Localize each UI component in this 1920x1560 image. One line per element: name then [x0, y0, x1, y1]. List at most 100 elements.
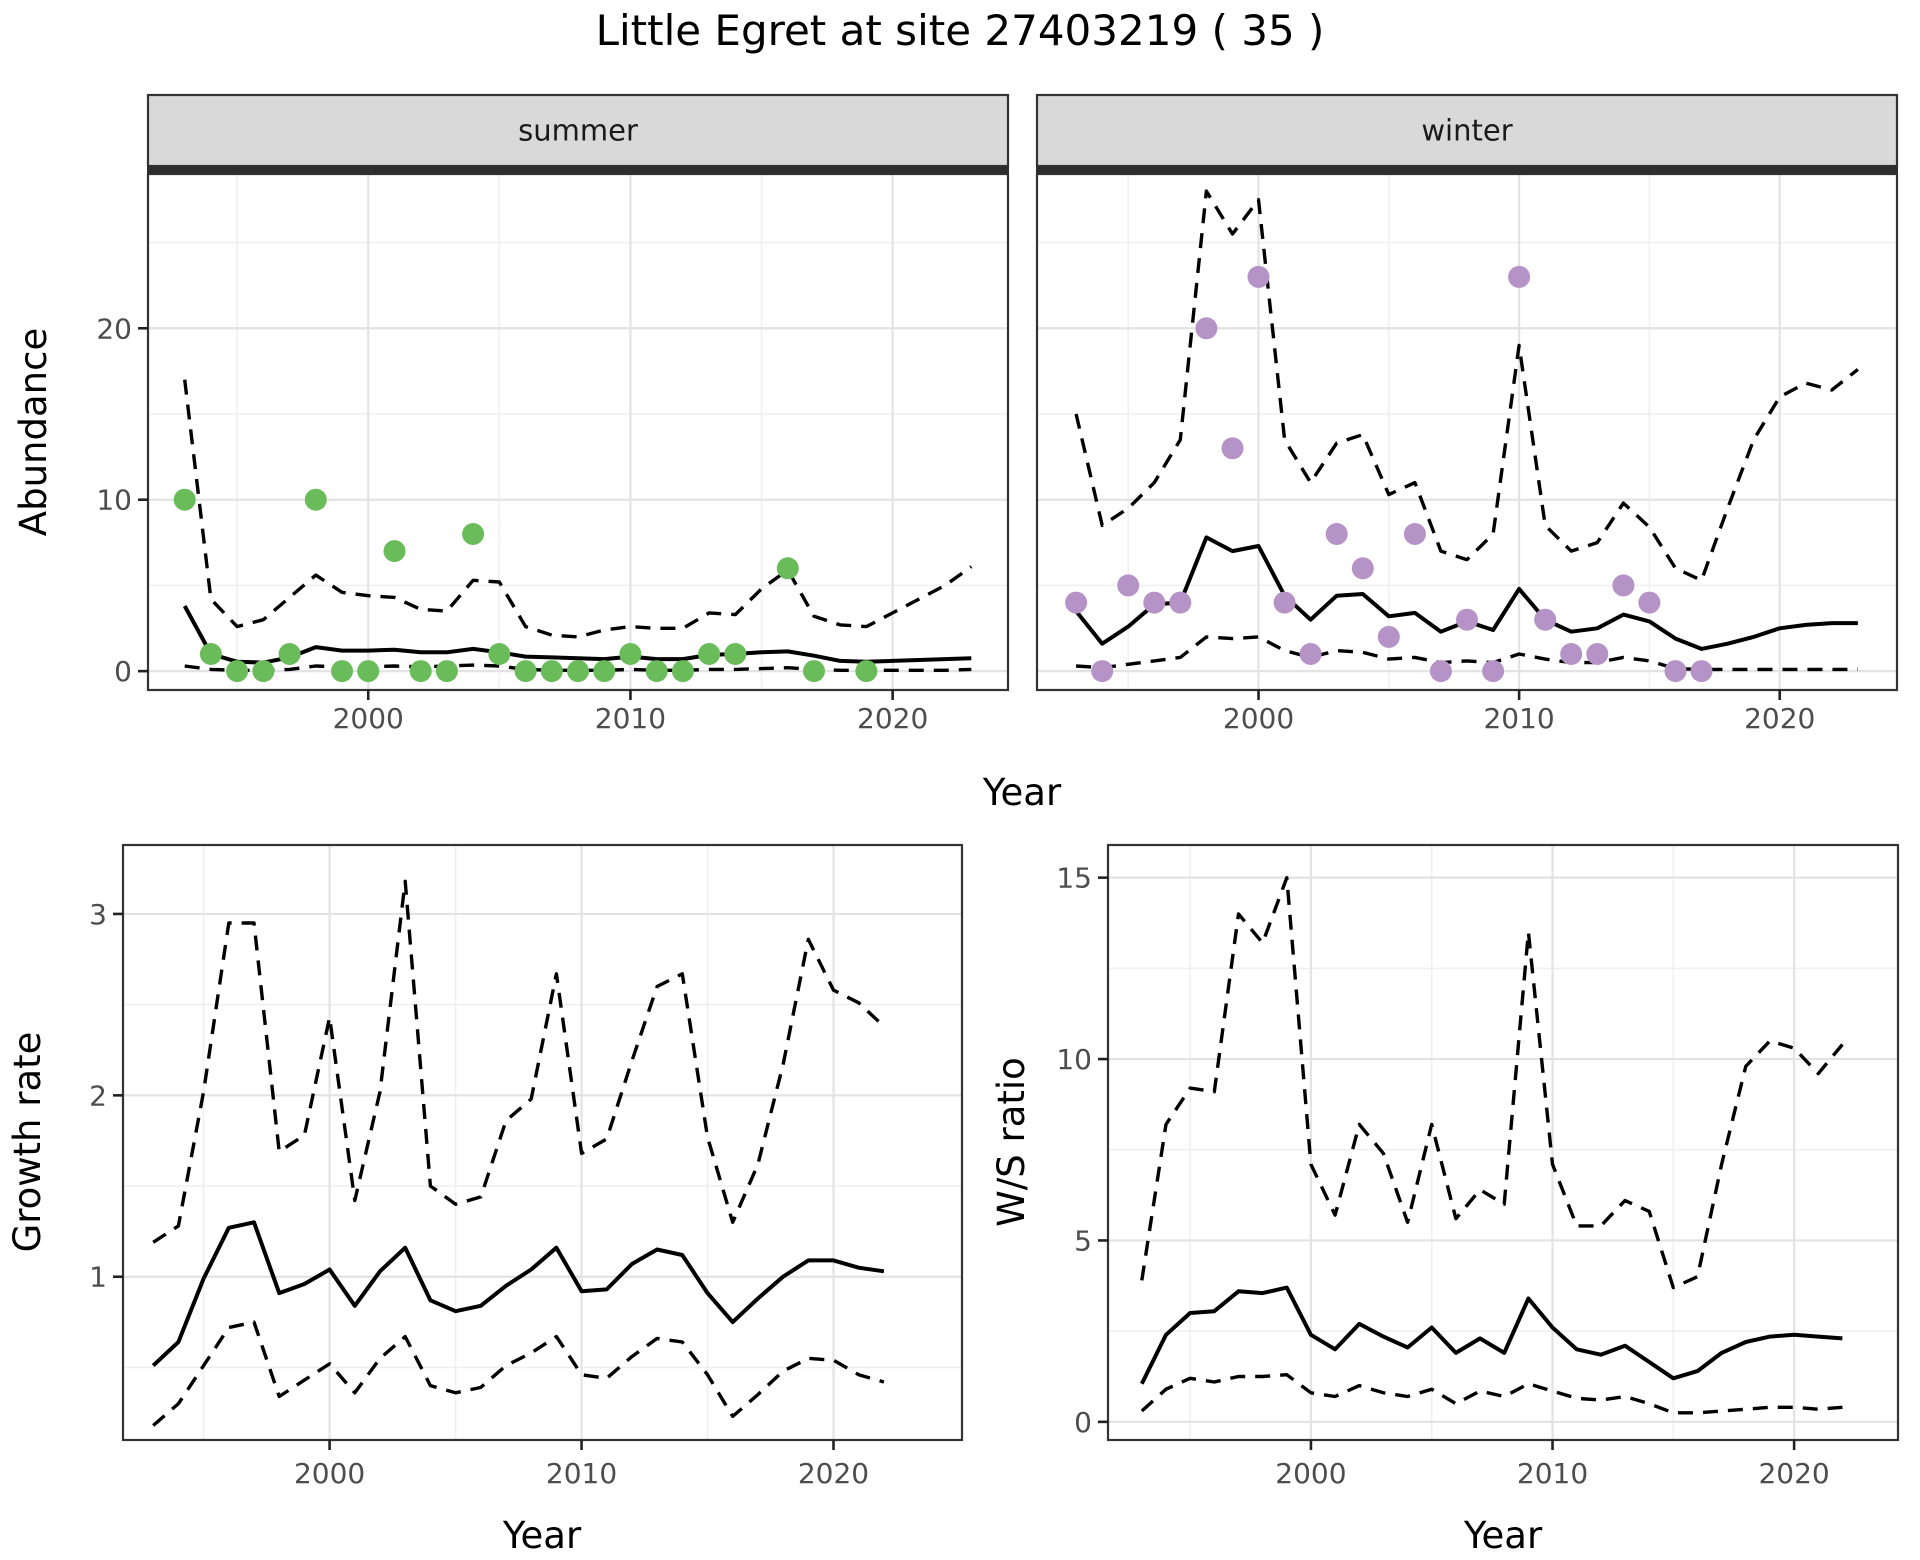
ws_ratio-upper_95ci-line [1140, 876, 1844, 1290]
ws_ratio-median-line [1140, 1285, 1843, 1385]
panel-abundance_winter: 2000 2010 2020 winter [1035, 93, 1899, 735]
panel-abundance_summer: 2000 2010 2020 0 10 20 summer [96, 93, 1010, 735]
abundance_winter-upper_95ci-line [1074, 189, 1859, 582]
abundance_summer-observed-point [304, 488, 327, 511]
abundance_winter-observed-point [1508, 265, 1531, 288]
ws_ratio-y-tick-label: 5 [1074, 1224, 1092, 1257]
abundance_winter-observed-point [1091, 660, 1114, 683]
abundance_summer-observed-point [803, 660, 825, 683]
abundance_summer-observed-point [698, 643, 721, 665]
abundance_winter-observed-point [1221, 437, 1244, 460]
ws_ratio-y-tick-label: 10 [1056, 1043, 1092, 1076]
abundance_summer-x-tick-label: 2010 [595, 702, 666, 735]
abundance_summer-observed-point [855, 660, 878, 683]
ws_ratio-x-tick-label: 2020 [1758, 1457, 1829, 1490]
abundance_winter-observed-point [1351, 557, 1374, 580]
abundance_winter-x-tick-label: 2010 [1483, 702, 1554, 735]
abundance_summer-observed-point [331, 660, 353, 683]
ws_ratio-x-tick-label: 2010 [1517, 1457, 1588, 1490]
abundance_summer-observed-point [409, 660, 432, 683]
abundance_winter-observed-point [1377, 625, 1400, 648]
growth_rate-lower_95ci-line [152, 1320, 885, 1427]
abundance_winter-lower_95ci-line [1075, 635, 1858, 672]
growth_rate-x-tick-label: 2000 [294, 1457, 365, 1490]
abundance_summer-observed-point [776, 557, 799, 580]
abundance_summer-observed-point [593, 660, 616, 683]
abundance_winter-observed-point [1612, 574, 1635, 597]
ws_ratio-y-tick-label: 15 [1056, 862, 1092, 895]
abundance_summer-observed-point [173, 488, 196, 511]
ws_ratio-x-tick-label: 2000 [1275, 1457, 1346, 1490]
growth_rate-y-tick-label: 2 [89, 1079, 107, 1112]
abundance_summer-observed-point [488, 643, 511, 665]
abundance_winter-observed-point [1638, 591, 1661, 614]
abundance_winter-observed-point [1664, 660, 1687, 683]
abundance_winter-observed-point [1482, 660, 1505, 683]
y-axis-title-abundance: Abundance [12, 328, 55, 536]
abundance_winter-x-tick-label: 2020 [1744, 702, 1815, 735]
abundance_summer-observed-point [252, 660, 275, 683]
facet-strip-label-winter: winter [1421, 114, 1512, 148]
abundance_summer-observed-point [645, 660, 668, 683]
abundance_summer-x-tick-label: 2000 [333, 702, 404, 735]
x-axis-title-year-growth: Year [502, 1514, 582, 1557]
abundance_summer-y-tick-label: 20 [96, 312, 132, 345]
abundance_winter-observed-point [1117, 574, 1140, 597]
abundance_summer-observed-point [226, 660, 249, 683]
abundance_summer-observed-point [462, 523, 485, 545]
abundance_summer-x-tick-label: 2020 [857, 702, 928, 735]
abundance_summer-observed-point [383, 540, 406, 563]
y-axis-title-ws-ratio: W/S ratio [990, 1057, 1033, 1227]
abundance_summer-observed-point [724, 643, 747, 665]
growth_rate-y-tick-label: 3 [89, 898, 107, 931]
panel-ws_ratio: 2000 2010 2020 0 5 10 15 [1056, 843, 1900, 1490]
abundance_winter-observed-point [1429, 660, 1452, 683]
abundance_summer-median-line [182, 605, 972, 665]
abundance_winter-observed-point [1534, 608, 1557, 631]
abundance_summer-y-tick-label: 10 [96, 484, 132, 517]
abundance_winter-observed-point [1456, 608, 1478, 631]
abundance_winter-observed-point [1299, 643, 1322, 665]
abundance_summer-observed-point [671, 660, 694, 683]
abundance_summer-upper_95ci-line [183, 379, 973, 639]
panel-growth_rate: 2000 2010 2020 1 2 3 [89, 843, 964, 1490]
abundance_summer-observed-point [435, 660, 458, 683]
abundance_winter-observed-point [1195, 317, 1218, 340]
abundance_summer-observed-point [540, 660, 563, 683]
abundance_winter-observed-point [1560, 643, 1583, 665]
ws_ratio-lower_95ci-line [1140, 1373, 1843, 1415]
y-axis-title-growth-rate: Growth rate [6, 1032, 49, 1253]
abundance_winter-observed-point [1403, 523, 1426, 545]
abundance_summer-observed-point [357, 660, 380, 683]
abundance_winter-observed-point [1690, 660, 1713, 683]
growth_rate-x-tick-label: 2020 [798, 1457, 869, 1490]
growth_rate-upper_95ci-line [152, 879, 886, 1244]
growth_rate-median-line [151, 1220, 885, 1368]
growth_rate-x-tick-label: 2010 [546, 1457, 617, 1490]
x-axis-title-year-ws: Year [1463, 1514, 1543, 1557]
abundance_summer-observed-point [278, 643, 301, 665]
abundance_summer-y-tick-label: 0 [114, 655, 132, 688]
growth_rate-y-tick-label: 1 [89, 1261, 107, 1294]
abundance_winter-observed-point [1143, 591, 1166, 614]
x-axis-title-year-top: Year [982, 771, 1062, 814]
abundance_winter-observed-point [1273, 591, 1296, 614]
ws_ratio-y-tick-label: 0 [1074, 1406, 1092, 1439]
abundance_summer-observed-point [567, 660, 589, 683]
abundance_winter-observed-point [1247, 265, 1270, 288]
abundance_winter-observed-point [1169, 591, 1192, 614]
facet-strip-winter [1035, 93, 1899, 168]
abundance_winter-x-tick-label: 2000 [1223, 702, 1294, 735]
abundance_winter-observed-point [1586, 643, 1609, 665]
abundance_summer-observed-point [199, 643, 222, 665]
abundance_summer-observed-point [514, 660, 537, 683]
facet-strip-label-summer: summer [518, 114, 638, 148]
abundance_winter-observed-point [1325, 523, 1348, 545]
abundance_summer-lower_95ci-line [184, 663, 972, 672]
abundance_winter-observed-point [1065, 591, 1088, 614]
abundance_summer-observed-point [619, 643, 642, 665]
facet-strip-summer [146, 93, 1010, 168]
chart-title: Little Egret at site 27403219 ( 35 ) [595, 6, 1325, 55]
